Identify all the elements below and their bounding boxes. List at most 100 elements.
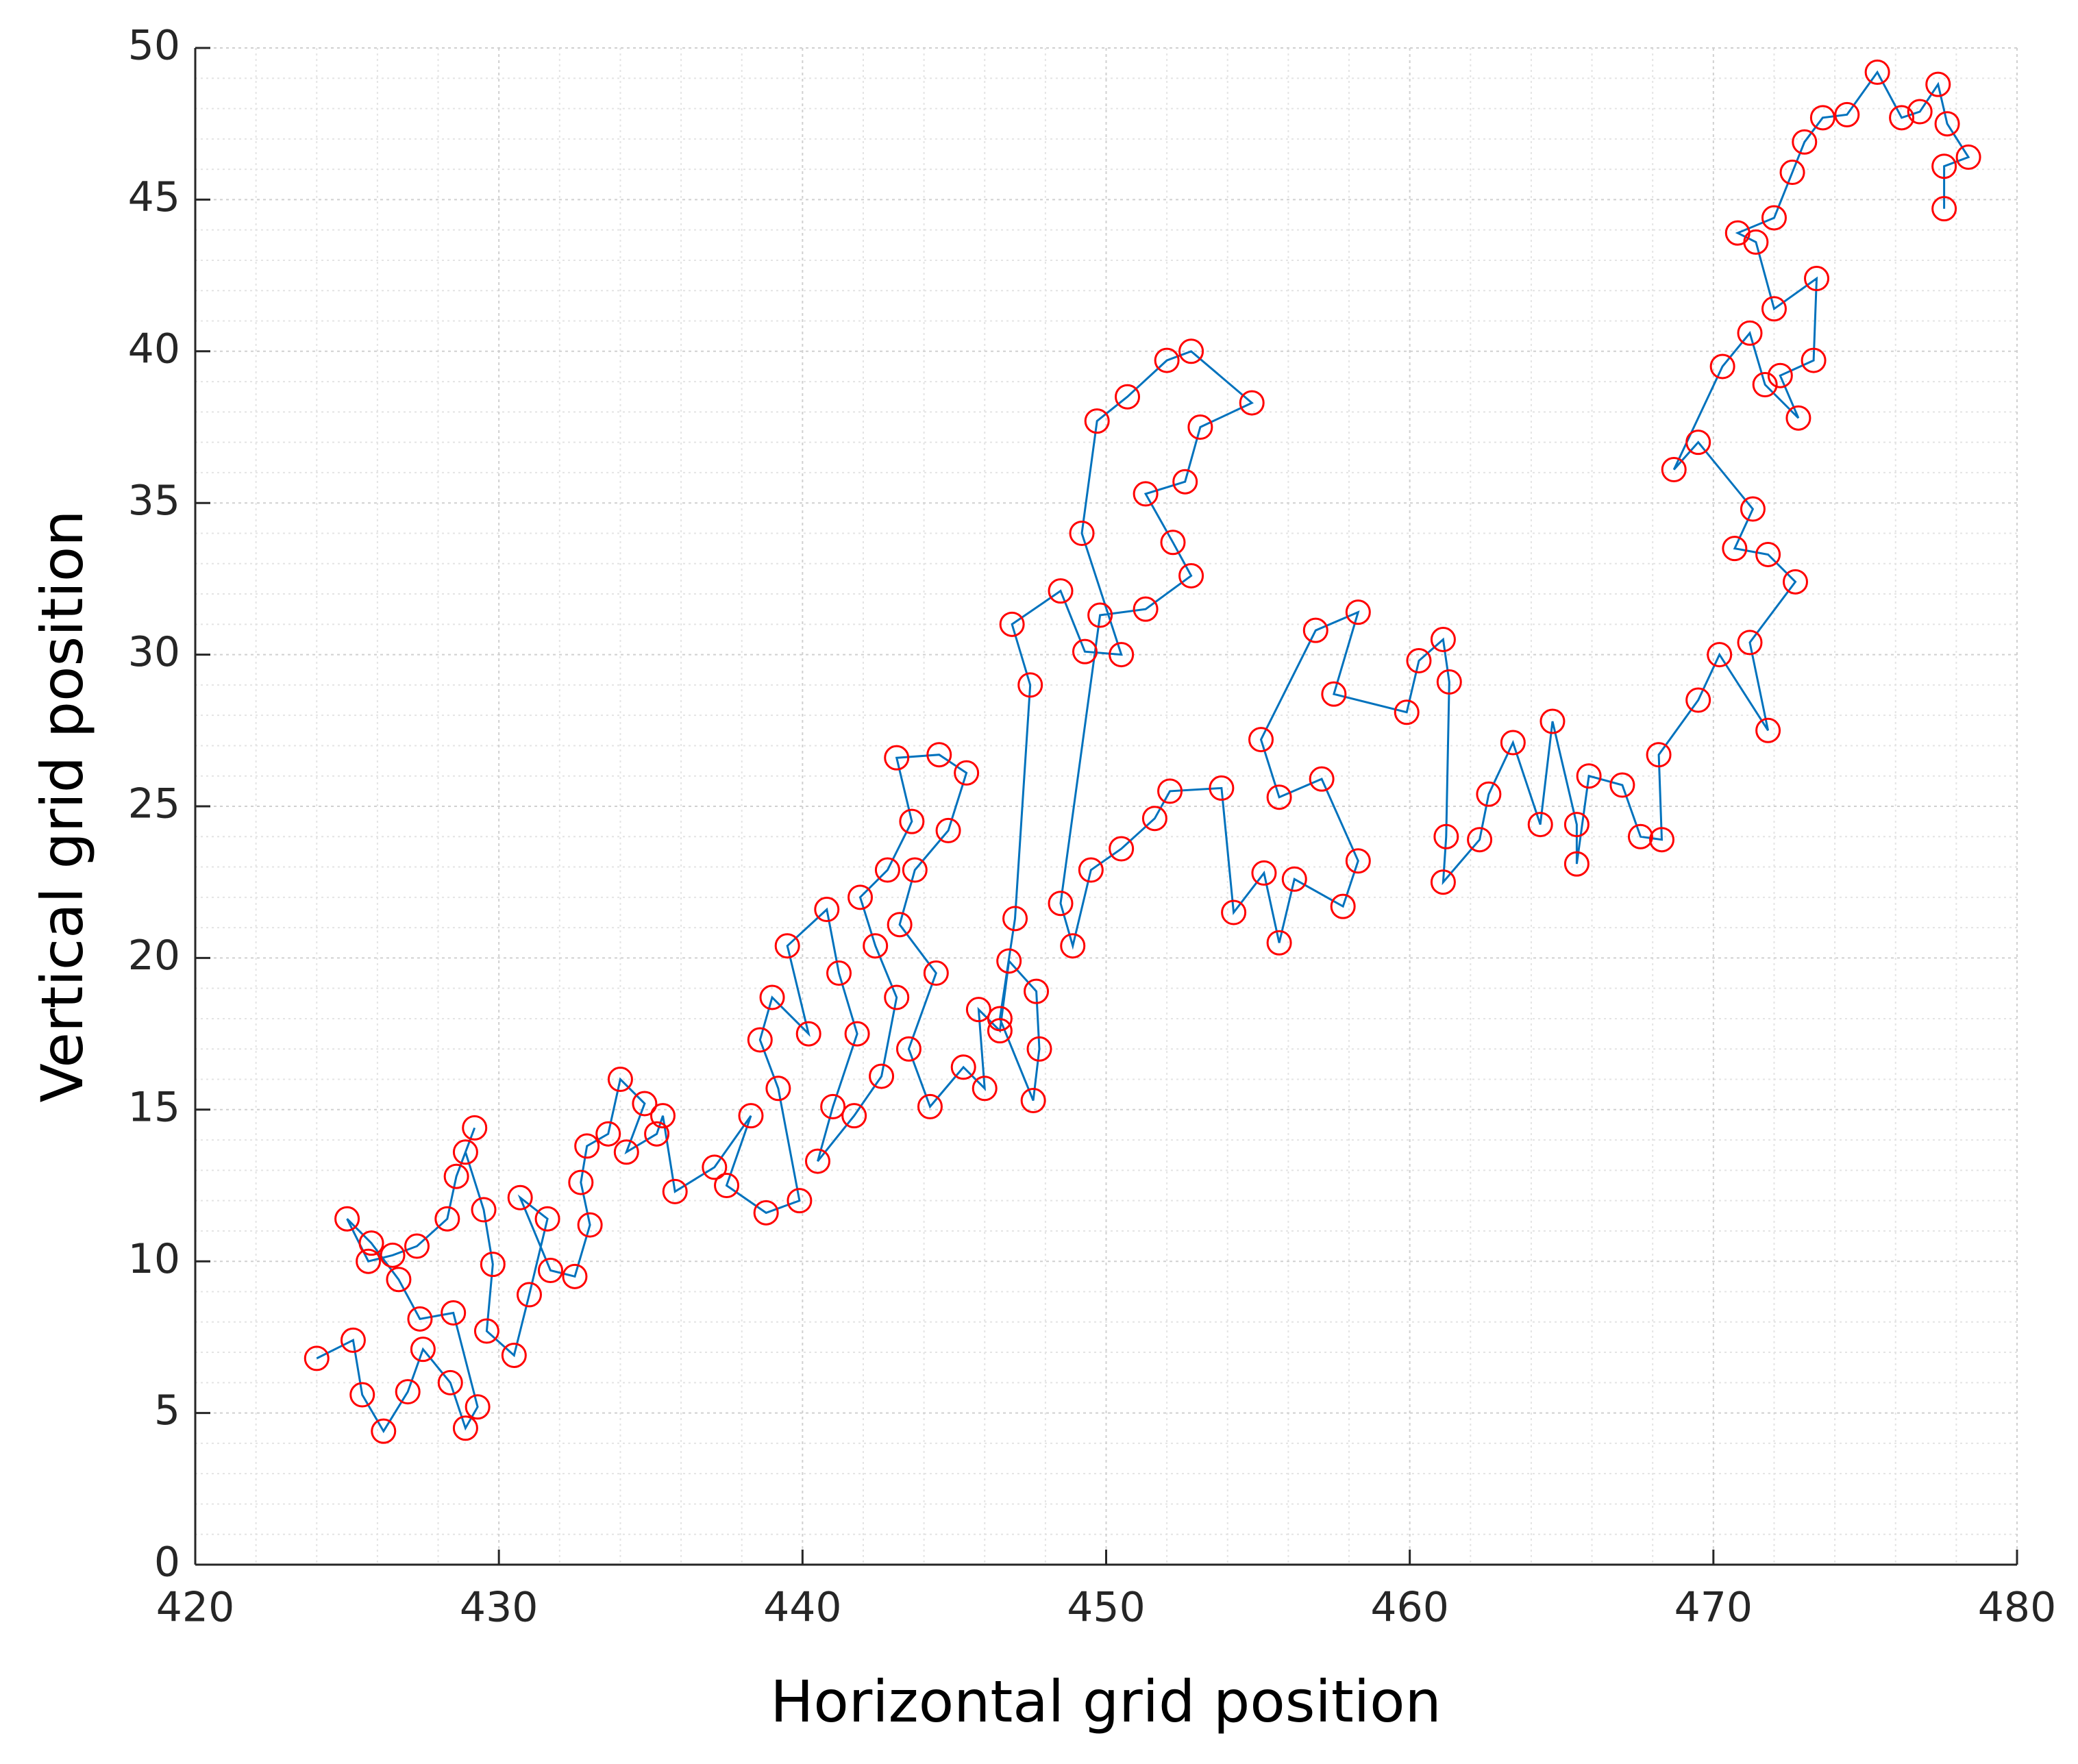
point-marker bbox=[1330, 893, 1356, 919]
point-marker bbox=[972, 1076, 998, 1102]
point-marker bbox=[452, 1139, 478, 1165]
point-marker bbox=[1792, 129, 1818, 155]
point-marker bbox=[820, 1093, 846, 1119]
point-marker bbox=[471, 1197, 497, 1223]
point-marker bbox=[1133, 481, 1159, 507]
point-marker bbox=[1685, 430, 1711, 456]
point-marker bbox=[702, 1154, 728, 1180]
point-marker bbox=[1187, 414, 1213, 440]
point-marker bbox=[1087, 602, 1113, 628]
point-marker bbox=[1048, 891, 1074, 917]
point-marker bbox=[437, 1369, 463, 1395]
point-marker bbox=[1026, 1036, 1052, 1062]
y-axis-label: Vertical grid position bbox=[29, 510, 96, 1102]
point-marker bbox=[1239, 390, 1265, 416]
point-marker bbox=[1141, 806, 1167, 832]
x-tick-label: 450 bbox=[1067, 1584, 1146, 1632]
point-marker bbox=[516, 1282, 542, 1308]
y-tick-label: 50 bbox=[128, 22, 180, 70]
y-tick-label: 35 bbox=[128, 477, 180, 525]
point-marker bbox=[841, 1103, 867, 1129]
point-marker bbox=[1178, 338, 1204, 364]
point-marker bbox=[1500, 730, 1526, 756]
point-marker bbox=[1084, 408, 1110, 434]
point-marker bbox=[926, 742, 952, 768]
point-marker bbox=[340, 1327, 366, 1353]
point-marker bbox=[538, 1257, 564, 1283]
point-marker bbox=[1925, 71, 1951, 97]
point-marker bbox=[1785, 405, 1811, 431]
point-marker bbox=[954, 760, 980, 786]
point-marker bbox=[1109, 836, 1135, 862]
point-marker bbox=[747, 1027, 773, 1053]
point-marker bbox=[407, 1306, 433, 1332]
point-marker bbox=[1251, 860, 1277, 886]
point-marker bbox=[404, 1233, 430, 1259]
point-marker bbox=[1889, 105, 1915, 131]
point-marker bbox=[1527, 812, 1553, 838]
point-marker bbox=[1934, 111, 1960, 137]
point-marker bbox=[1072, 638, 1098, 664]
point-marker bbox=[1109, 642, 1135, 668]
point-marker bbox=[662, 1178, 688, 1204]
point-marker bbox=[1281, 866, 1307, 892]
point-marker bbox=[358, 1230, 384, 1256]
point-marker bbox=[1209, 775, 1235, 801]
point-marker bbox=[844, 1021, 870, 1047]
point-marker bbox=[935, 817, 961, 843]
point-marker bbox=[534, 1206, 560, 1232]
x-tick-label: 470 bbox=[1674, 1584, 1753, 1632]
point-marker bbox=[1345, 599, 1371, 625]
point-marker bbox=[738, 1103, 764, 1129]
y-tick-label: 40 bbox=[128, 325, 180, 373]
point-marker bbox=[577, 1212, 603, 1238]
point-marker bbox=[1433, 823, 1459, 849]
point-marker bbox=[1707, 642, 1733, 668]
point-marker bbox=[1834, 101, 1860, 127]
point-marker bbox=[1430, 869, 1456, 895]
point-marker bbox=[917, 1093, 943, 1119]
point-marker bbox=[1646, 742, 1672, 768]
point-marker bbox=[1020, 1088, 1046, 1114]
point-marker bbox=[1931, 196, 1957, 222]
point-marker bbox=[452, 1415, 478, 1441]
y-tick-label: 10 bbox=[128, 1235, 180, 1283]
point-marker bbox=[1178, 562, 1204, 588]
point-marker bbox=[1321, 681, 1347, 707]
x-tick-label: 440 bbox=[763, 1584, 842, 1632]
point-marker bbox=[1002, 906, 1028, 932]
point-marker bbox=[1755, 717, 1781, 743]
point-marker bbox=[473, 1318, 499, 1344]
point-marker bbox=[1752, 372, 1778, 398]
point-marker bbox=[1737, 320, 1763, 346]
point-marker bbox=[595, 1121, 621, 1147]
x-tick-label: 430 bbox=[460, 1584, 539, 1632]
point-marker bbox=[1755, 541, 1781, 567]
point-marker bbox=[349, 1382, 375, 1408]
x-axis-label: Horizontal grid position bbox=[770, 1668, 1442, 1735]
point-marker bbox=[386, 1267, 412, 1293]
point-marker bbox=[902, 857, 928, 883]
point-marker bbox=[1609, 772, 1635, 798]
point-marker bbox=[869, 1063, 895, 1089]
point-marker bbox=[607, 1067, 633, 1093]
point-marker bbox=[1931, 153, 1957, 179]
point-marker bbox=[759, 984, 785, 1010]
point-marker bbox=[1661, 456, 1687, 482]
point-marker bbox=[1221, 899, 1247, 926]
point-marker bbox=[1907, 99, 1933, 125]
y-tick-label: 45 bbox=[128, 173, 180, 221]
point-marker bbox=[574, 1133, 600, 1159]
point-marker bbox=[863, 933, 889, 959]
point-marker bbox=[304, 1345, 330, 1371]
point-marker bbox=[753, 1200, 779, 1226]
point-marker bbox=[480, 1252, 506, 1278]
point-marker bbox=[999, 611, 1025, 637]
point-marker bbox=[1302, 617, 1328, 643]
point-marker bbox=[1172, 469, 1198, 495]
point-marker bbox=[795, 1021, 821, 1047]
point-marker bbox=[1539, 708, 1566, 734]
point-marker bbox=[356, 1248, 382, 1274]
